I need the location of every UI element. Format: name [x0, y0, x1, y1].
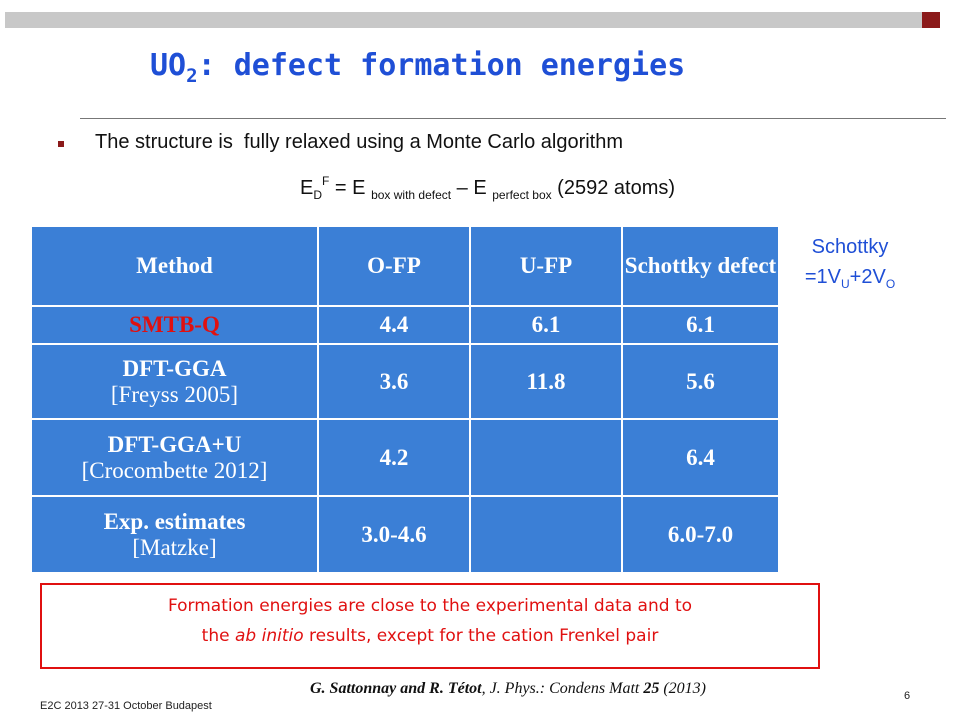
- method-cell: SMTB-Q: [30, 305, 319, 345]
- note-part: +2V: [849, 266, 886, 288]
- formula-part: – E: [451, 177, 493, 199]
- formula-sub: D: [313, 188, 323, 202]
- note-sub: O: [885, 277, 896, 291]
- formula: EDF = E box with defect – E perfect box …: [300, 174, 675, 202]
- note-sub: U: [840, 277, 850, 291]
- results-table: Method O-FP U-FP Schottky defect SMTB-Q 4.4 6.…: [30, 225, 780, 574]
- conclusion-part: results, except for the cation Frenkel p…: [303, 626, 659, 646]
- header-cell: O-FP: [317, 225, 471, 307]
- method-cell: DFT-GGA [Freyss 2005]: [30, 343, 319, 420]
- top-bar: [5, 12, 940, 28]
- slide-title: UO2: defect formation energies: [150, 48, 685, 87]
- conclusion-line: Formation energies are close to the expe…: [167, 596, 693, 616]
- schottky-note: Schottky =1VU+2VO: [780, 232, 920, 299]
- table-row: Exp. estimates [Matzke] 3.0-4.6 6.0-7.0: [30, 495, 780, 574]
- table-row: DFT-GGA [Freyss 2005] 3.6 11.8 5.6: [30, 343, 780, 420]
- formula-part: (2592 atoms): [551, 177, 676, 199]
- value-cell: 6.1: [469, 305, 623, 345]
- table-row: SMTB-Q 4.4 6.1 6.1: [30, 305, 780, 345]
- method-ref: [Crocombette 2012]: [81, 457, 268, 483]
- method-ref: [Matzke]: [132, 534, 217, 560]
- value-cell: 6.1: [621, 305, 780, 345]
- value-cell: [469, 495, 623, 574]
- citation-journal: , J. Phys.: Condens Matt: [481, 680, 644, 697]
- formula-sub: box with defect: [371, 188, 452, 202]
- method-cell: DFT-GGA+U [Crocombette 2012]: [30, 418, 319, 497]
- footer: E2C 2013 27-31 October Budapest: [40, 700, 212, 712]
- page-number: 6: [904, 690, 911, 702]
- formula-sub: perfect box: [492, 188, 552, 202]
- value-cell: 5.6: [621, 343, 780, 420]
- conclusion-box: Formation energies are close to the expe…: [40, 583, 820, 669]
- value-cell: 4.4: [317, 305, 471, 345]
- method-name: DFT-GGA: [122, 355, 227, 381]
- value-cell: 3.0-4.6: [317, 495, 471, 574]
- value-cell: 11.8: [469, 343, 623, 420]
- header-cell: Method: [30, 225, 319, 307]
- value-cell: [469, 418, 623, 497]
- header-cell: Schottky defect: [621, 225, 780, 307]
- header-cell: U-FP: [469, 225, 623, 307]
- citation-year: (2013): [659, 680, 706, 697]
- bullet-text: The structure is fully relaxed using a M…: [95, 131, 624, 153]
- method-name: SMTB-Q: [129, 312, 220, 337]
- citation-volume: 25: [643, 680, 660, 697]
- formula-part: = E: [329, 177, 372, 199]
- method-name: DFT-GGA+U: [107, 431, 242, 457]
- table-row: DFT-GGA+U [Crocombette 2012] 4.2 6.4: [30, 418, 780, 497]
- value-cell: 6.0-7.0: [621, 495, 780, 574]
- conclusion-part: the: [201, 626, 235, 646]
- value-cell: 3.6: [317, 343, 471, 420]
- method-cell: Exp. estimates [Matzke]: [30, 495, 319, 574]
- top-square: [922, 12, 940, 28]
- value-cell: 6.4: [621, 418, 780, 497]
- conclusion-italic: ab initio: [234, 626, 304, 646]
- title-sub: 2: [186, 65, 198, 87]
- method-name: Exp. estimates: [103, 508, 246, 534]
- citation: G. Sattonnay and R. Tétot, J. Phys.: Con…: [310, 680, 706, 698]
- header-row: Method O-FP U-FP Schottky defect: [30, 225, 780, 307]
- title-rule: [80, 118, 946, 119]
- note-label: Schottky: [811, 236, 889, 258]
- formula-sup: F: [322, 174, 330, 188]
- formula-part: E: [300, 177, 314, 199]
- value-cell: 4.2: [317, 418, 471, 497]
- method-ref: [Freyss 2005]: [110, 381, 239, 407]
- title-text: UO: [150, 48, 187, 83]
- citation-authors: G. Sattonnay and R. Tétot: [310, 680, 482, 697]
- note-part: =1V: [804, 266, 841, 288]
- bullet-mark: [58, 141, 64, 147]
- title-text: : defect formation energies: [197, 48, 686, 83]
